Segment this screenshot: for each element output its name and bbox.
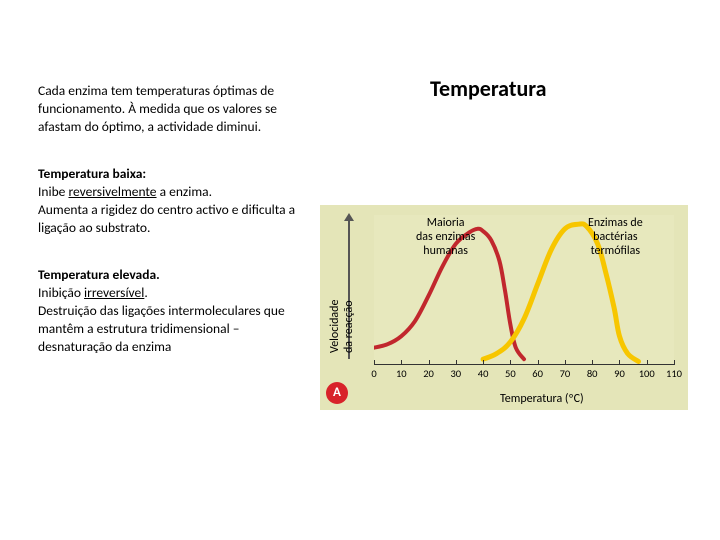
tick-mark — [429, 360, 430, 365]
tick-mark — [510, 360, 511, 365]
legend-thermophile: Enzimas debactériastermófilas — [588, 217, 643, 258]
low-l1b: reversivelmente — [68, 183, 156, 200]
low-temp-block: Temperatura baixa: Inibe reversivelmente… — [38, 165, 298, 238]
tick-label: 10 — [396, 367, 407, 380]
tick-label: 100 — [639, 367, 655, 380]
high-temp-block: Temperatura elevada. Inibição irreversív… — [38, 266, 298, 357]
tick-mark — [565, 360, 566, 365]
high-l1b: irreversível — [84, 284, 144, 301]
x-ticks: 0102030405060708090100110 — [374, 365, 674, 383]
tick-label: 110 — [666, 367, 682, 380]
tick-label: 90 — [614, 367, 625, 380]
tick-mark — [647, 360, 648, 365]
tick-mark — [592, 360, 593, 365]
tick-label: 20 — [423, 367, 434, 380]
tick-mark — [401, 360, 402, 365]
temperature-chart: Velocidadeda reacção 0 10 20 30 40 50 60 70 80 90… — [320, 205, 688, 410]
tick-mark — [538, 360, 539, 365]
y-axis-label: Velocidadeda reacção — [328, 300, 356, 353]
tick-label: 40 — [478, 367, 489, 380]
low-l1c: a enzima. — [157, 183, 212, 200]
page-title: Temperatura — [430, 75, 546, 102]
low-line2: Aumenta a rigidez do centro activo e dif… — [38, 201, 298, 237]
tick-label: 70 — [560, 367, 571, 380]
low-line1: Inibe reversivelmente a enzima. — [38, 183, 298, 201]
high-line2: Destruição das ligações intermoleculares… — [38, 302, 298, 357]
tick-mark — [374, 360, 375, 365]
high-l1a: Inibição — [38, 284, 84, 301]
tick-label: 50 — [505, 367, 516, 380]
tick-label: 80 — [587, 367, 598, 380]
badge-a: A — [326, 382, 348, 404]
tick-mark — [619, 360, 620, 365]
high-line1: Inibição irreversível. — [38, 284, 298, 302]
high-l1c: . — [144, 284, 147, 301]
low-l1a: Inibe — [38, 183, 68, 200]
low-heading: Temperatura baixa: — [38, 165, 298, 183]
intro-text: Cada enzima tem temperaturas óptimas de … — [38, 82, 298, 137]
tick-label: 0 — [371, 367, 376, 380]
x-axis-label: Temperatura (ºC) — [500, 392, 584, 406]
legend-human: Maioriadas enzimashumanas — [416, 217, 475, 258]
high-heading: Temperatura elevada. — [38, 266, 298, 284]
tick-mark — [674, 360, 675, 365]
tick-label: 30 — [450, 367, 461, 380]
tick-mark — [456, 360, 457, 365]
tick-mark — [483, 360, 484, 365]
tick-label: 60 — [532, 367, 543, 380]
